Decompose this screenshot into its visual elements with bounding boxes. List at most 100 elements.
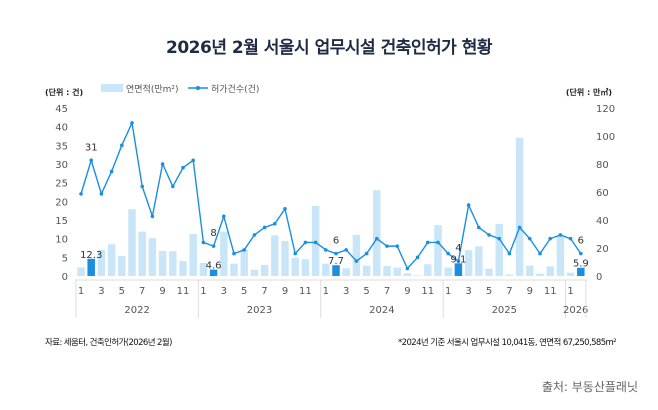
left-tick-label: 35 (55, 141, 68, 152)
count-point (477, 225, 481, 230)
left-axis-unit: (단위 : 건) (45, 87, 83, 97)
month-tick-label: 11 (421, 286, 434, 297)
month-tick-label: 3 (221, 286, 227, 297)
legend-bar-swatch (101, 84, 123, 92)
area-data-label: 4.6 (206, 261, 222, 272)
right-axis-unit: (단위 : 만㎡) (566, 87, 612, 97)
month-tick-label: 7 (384, 286, 390, 297)
count-point (140, 184, 144, 189)
count-point (262, 225, 267, 230)
right-tick-label: 80 (596, 160, 609, 171)
count-point (579, 251, 583, 256)
bar (526, 265, 534, 276)
right-tick-label: 40 (596, 216, 609, 227)
bar (464, 250, 473, 276)
bar (342, 268, 350, 276)
bar (301, 259, 310, 276)
left-tick-label: 20 (55, 197, 68, 208)
count-point (415, 255, 420, 260)
bar (546, 266, 554, 276)
year-label: 2022 (124, 305, 149, 316)
count-point (293, 251, 298, 256)
left-tick-label: 10 (55, 235, 68, 246)
bar (393, 267, 401, 276)
count-point (232, 251, 236, 256)
bar (169, 251, 177, 276)
count-point (385, 244, 389, 248)
month-tick-label: 1 (200, 286, 206, 297)
left-tick-label: 0 (62, 272, 68, 283)
count-point (242, 248, 246, 252)
count-point (528, 236, 532, 241)
count-point (150, 214, 155, 219)
month-tick-label: 7 (261, 286, 267, 297)
count-point (211, 244, 216, 248)
count-point (517, 225, 522, 230)
legend-bar-label: 연면적(만m²) (126, 83, 179, 95)
count-point (181, 165, 185, 170)
month-tick-label: 3 (465, 286, 471, 297)
month-tick-label: 1 (567, 286, 573, 297)
count-point (334, 251, 338, 256)
count-point (548, 236, 552, 241)
year-label: 2023 (247, 305, 272, 316)
bar (362, 265, 371, 276)
year-label: 2024 (369, 305, 394, 316)
bar (434, 225, 442, 276)
year-label: 2026 (563, 305, 588, 316)
bar (230, 263, 238, 276)
bar (536, 273, 544, 276)
bar (199, 262, 208, 276)
right-tick-label: 60 (596, 188, 609, 199)
month-tick-label: 5 (486, 286, 492, 297)
count-point (313, 240, 318, 245)
footnote: *2024년 기준 서울시 업무시설 10,041동, 연면적 67,250,5… (398, 338, 617, 348)
bar (495, 223, 503, 276)
chart-title: 2026년 2월 서울시 업무시설 건축인허가 현황 (166, 38, 492, 58)
count-point (130, 121, 134, 125)
count-data-label: 4 (455, 243, 461, 254)
count-point (426, 240, 430, 245)
bar (138, 231, 146, 276)
month-tick-label: 5 (119, 286, 125, 297)
area-data-label: 12.3 (80, 250, 102, 261)
count-point (324, 248, 328, 252)
month-tick-label: 3 (343, 286, 349, 297)
count-point (252, 233, 257, 237)
count-point (89, 158, 93, 163)
bar (413, 275, 422, 276)
bar (505, 274, 514, 276)
count-point (466, 203, 471, 207)
bar (403, 273, 412, 276)
bar (444, 267, 452, 276)
right-tick-label: 120 (596, 104, 615, 115)
credit: 출처: 부동산플래닛 (541, 380, 638, 394)
count-point (283, 207, 287, 211)
count-point (273, 221, 277, 226)
count-point (191, 158, 195, 163)
area-data-label: 5.9 (573, 259, 589, 270)
bar (352, 234, 361, 276)
count-point (487, 233, 491, 237)
count-line (80, 120, 582, 270)
bar (148, 238, 157, 276)
bar (475, 246, 483, 276)
source-note: 자료: 세움터, 건축인허가(2026년 2월) (45, 338, 172, 348)
bar (250, 269, 259, 276)
month-tick-label: 1 (445, 286, 451, 297)
count-point (171, 184, 175, 189)
right-tick-label: 100 (596, 132, 615, 143)
area-data-label: 9.1 (450, 254, 466, 265)
left-tick-label: 30 (55, 160, 68, 171)
highlight-bar (577, 267, 585, 276)
month-tick-label: 5 (241, 286, 247, 297)
count-point (497, 236, 502, 241)
count-point (405, 266, 410, 271)
highlight-bar (209, 269, 218, 276)
left-tick-label: 40 (55, 123, 68, 134)
left-tick-label: 5 (62, 253, 68, 264)
bar (322, 263, 330, 276)
bar (281, 241, 289, 276)
bar (260, 264, 269, 276)
